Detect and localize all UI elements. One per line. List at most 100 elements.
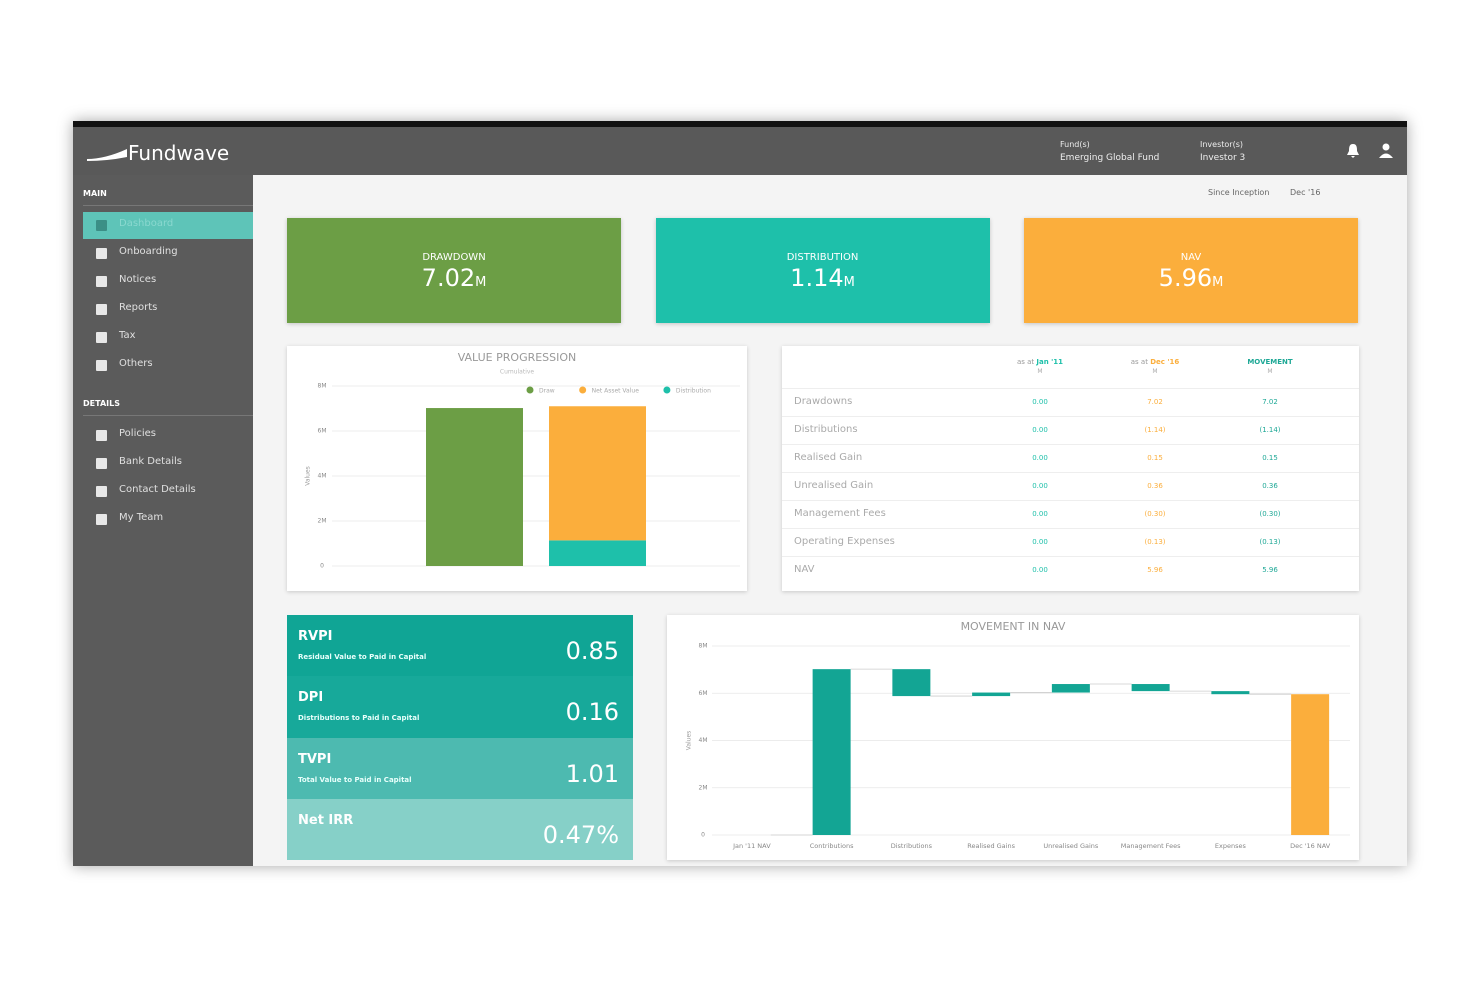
ratio-value: 0.16 — [565, 698, 619, 727]
table-row-line — [782, 556, 1359, 557]
table-cell: 0.00 — [1032, 398, 1048, 406]
sidebar-divider — [83, 415, 253, 416]
table-cell: (1.14) — [1144, 426, 1166, 434]
ratio-row: RVPI Residual Value to Paid in Capital 0.8… — [287, 615, 633, 677]
sidebar-item[interactable]: Contact Details — [119, 484, 196, 495]
sidebar-item[interactable]: Bank Details — [119, 456, 182, 467]
filter-period[interactable]: Since Inception — [1208, 188, 1270, 197]
chart-panel: VALUE PROGRESSION Cumulative Values 0 2M 4M 6M… — [287, 346, 837, 591]
kpi-value: 1.14 — [790, 264, 844, 292]
kpi-value-wrap: 1.14M — [656, 264, 990, 292]
fund-select[interactable]: Emerging Global Fund — [1060, 153, 1160, 163]
table-header: as at Dec '16 — [1095, 358, 1215, 366]
table-cell: (0.30) — [1259, 510, 1281, 518]
kpi-card: DISTRIBUTION 1.14M — [655, 218, 990, 323]
table-cell: (1.14) — [1259, 426, 1281, 434]
sidebar-item[interactable]: Onboarding — [119, 246, 178, 257]
app-window: Fundwave Fund(s) Emerging Global Fund In… — [73, 121, 1407, 866]
kpi-label: DRAWDOWN — [422, 252, 486, 263]
y-tick-label: 4M — [699, 737, 708, 744]
user-icon[interactable] — [1379, 143, 1397, 159]
legend-label: Net Asset Value — [592, 388, 640, 395]
investor-select[interactable]: Investor 3 — [1200, 153, 1246, 163]
kpi-unit: M — [843, 275, 855, 290]
chart-subtitle: Cumulative — [500, 369, 535, 376]
header-label: MOVEMENT — [1247, 358, 1293, 366]
sidebar-item[interactable]: Reports — [119, 302, 158, 313]
table-row-line — [782, 528, 1359, 529]
sidebar-item[interactable]: Policies — [119, 428, 156, 439]
sidebar-icon — [96, 248, 107, 259]
sidebar-icon — [96, 220, 107, 231]
ratio-description: Residual Value to Paid in Capital — [298, 653, 427, 661]
kpi-label: NAV — [1180, 252, 1202, 263]
legend-marker — [526, 386, 534, 394]
table-cell: 7.02 — [1147, 398, 1163, 406]
table-row-line — [782, 472, 1359, 473]
sidebar-icon — [96, 430, 107, 441]
x-tick-label: Unrealised Gains — [1043, 842, 1099, 850]
header-unit: M — [1152, 368, 1158, 375]
header-prefix: as at — [1130, 358, 1148, 366]
sidebar-item[interactable]: Notices — [119, 274, 157, 285]
sidebar-item[interactable]: Tax — [119, 330, 136, 341]
legend-marker — [663, 386, 671, 394]
table-cell: 7.02 — [1262, 398, 1278, 406]
logo-mark — [87, 149, 127, 161]
table-row-label: Operating Expenses — [794, 536, 895, 547]
table-cell: 0.00 — [1032, 538, 1048, 546]
kpi-value: 7.02 — [421, 264, 476, 292]
bell-icon[interactable] — [1346, 143, 1360, 159]
table-cell: 0.00 — [1032, 482, 1048, 490]
bar — [1211, 691, 1250, 695]
legend-label: Distribution — [676, 388, 711, 395]
sidebar-item[interactable]: Dashboard — [119, 218, 174, 229]
y-tick-label: 6M — [699, 690, 708, 697]
kpi-unit: M — [1212, 275, 1224, 290]
kpi-card: DRAWDOWN 7.02M — [287, 218, 621, 323]
chart: VALUE PROGRESSION Cumulative Values 0 2M 4M 6M… — [305, 351, 837, 580]
sidebar-item[interactable]: My Team — [119, 512, 164, 523]
chart-title: MOVEMENT IN NAV — [961, 620, 1066, 633]
header-prefix: as at — [1016, 358, 1035, 366]
sidebar-icon — [96, 486, 107, 497]
table-row-line — [782, 444, 1359, 445]
table-cell: 0.00 — [1032, 566, 1048, 574]
bar — [812, 669, 851, 835]
sidebar-item[interactable]: Others — [119, 358, 153, 369]
kpi-value-wrap: 7.02M — [287, 264, 621, 292]
legend-label: Draw — [539, 388, 555, 395]
filter-date[interactable]: Dec '16 — [1290, 188, 1321, 197]
table-row-label: Distributions — [794, 424, 858, 435]
table-cell: (0.13) — [1259, 538, 1281, 546]
table-cell: 0.36 — [1262, 482, 1278, 490]
table-row-label: Drawdowns — [794, 396, 853, 407]
sidebar-icon — [96, 514, 107, 525]
header-unit: M — [1037, 368, 1043, 375]
sidebar-active — [83, 212, 253, 239]
kpi-label: DISTRIBUTION — [786, 252, 859, 263]
table-header: as at Jan '11 — [980, 358, 1100, 366]
y-tick-label: 0 — [701, 832, 705, 839]
table-cell: 0.15 — [1262, 454, 1278, 462]
ratio-row: TVPI Total Value to Paid in Capital 1.01 — [287, 737, 633, 799]
y-tick-label: 2M — [318, 518, 327, 525]
kpi-value-wrap: 5.96M — [1024, 264, 1358, 292]
ratio-name: DPI — [298, 690, 324, 706]
ratio-description: Distributions to Paid in Capital — [298, 714, 420, 723]
table-row-line — [782, 500, 1359, 501]
y-axis-label: Values — [305, 466, 312, 486]
table-cell: 0.00 — [1032, 426, 1048, 434]
x-tick-label: Jan '11 NAV — [732, 842, 771, 850]
x-tick-label: Dec '16 NAV — [1290, 842, 1331, 850]
y-tick-label: 8M — [318, 383, 327, 390]
sidebar-icon — [96, 276, 107, 287]
table-row-label: Realised Gain — [794, 452, 863, 463]
table-cell: 0.00 — [1032, 510, 1048, 518]
investor-label: Investor(s) — [1200, 140, 1243, 149]
chart: MOVEMENT IN NAV Values 0 2M 4M 6M 8M Jan '11 NA… — [686, 620, 1350, 850]
ratio-description: Total Value to Paid in Capital — [298, 775, 412, 784]
ratio-value: 0.85 — [565, 637, 619, 665]
y-tick-label: 8M — [699, 643, 708, 650]
